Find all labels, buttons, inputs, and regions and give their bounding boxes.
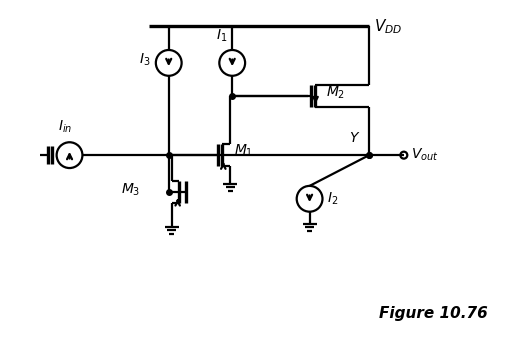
Text: $\mathit{I_1}$: $\mathit{I_1}$ [215,28,227,44]
Text: $\mathit{I_3}$: $\mathit{I_3}$ [140,52,151,68]
Text: $\mathit{M_1}$: $\mathit{M_1}$ [234,143,253,159]
Text: Figure 10.76: Figure 10.76 [379,306,488,321]
Text: $\mathbf{\mathit{V_{out}}}$: $\mathbf{\mathit{V_{out}}}$ [411,147,439,163]
Text: $\mathit{I_2}$: $\mathit{I_2}$ [327,191,339,207]
Text: $\mathit{I_{in}}$: $\mathit{I_{in}}$ [59,119,73,135]
Text: $\mathit{Y}$: $\mathit{Y}$ [349,131,360,145]
Text: $\mathit{M_2}$: $\mathit{M_2}$ [326,84,346,101]
Text: $\mathbf{\mathit{V_{DD}}}$: $\mathbf{\mathit{V_{DD}}}$ [374,17,402,35]
Text: $\mathit{M_3}$: $\mathit{M_3}$ [121,182,141,198]
